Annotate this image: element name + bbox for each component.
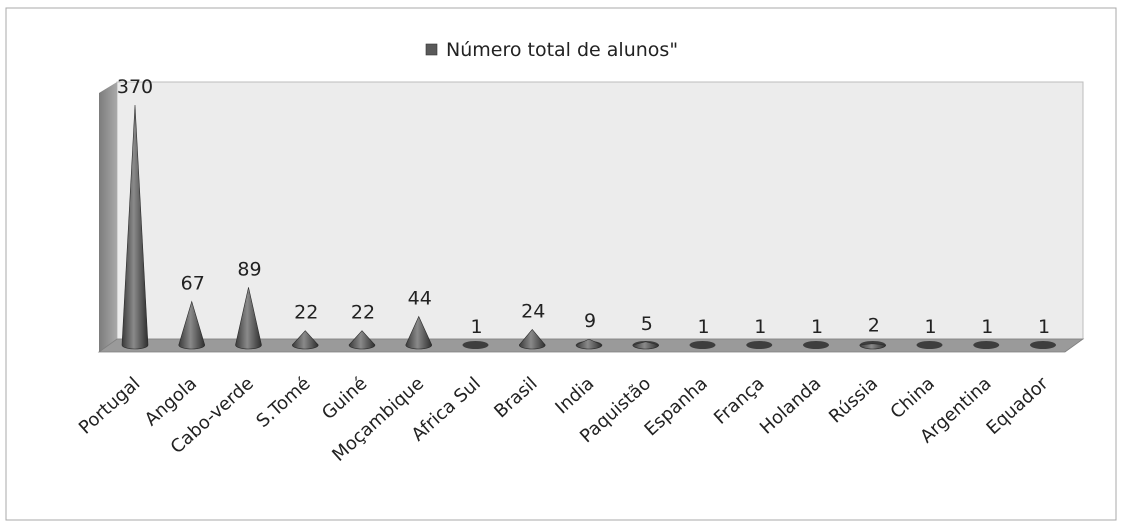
data-label: 24 [521, 300, 545, 322]
cone-4 [291, 330, 319, 350]
cone-body [859, 343, 887, 350]
data-label: 1 [470, 316, 482, 338]
cone-13 [803, 341, 829, 349]
cone-base [803, 341, 829, 349]
cone-11 [689, 341, 716, 349]
data-label: 1 [754, 316, 766, 338]
data-label: 1 [924, 316, 936, 338]
cone-5 [348, 330, 376, 350]
data-label: 9 [584, 310, 596, 332]
cone-1 [121, 104, 149, 350]
side-wall [99, 82, 117, 352]
legend-label: Número total de alunos" [446, 39, 678, 61]
cone-base [1030, 341, 1056, 349]
cone-body [291, 330, 319, 350]
legend-swatch [425, 43, 438, 56]
cone-3 [235, 287, 262, 350]
data-label: 89 [237, 258, 261, 280]
cone-10 [632, 341, 660, 350]
cone-14 [859, 341, 887, 350]
cone-body [632, 341, 660, 350]
cone-12 [746, 341, 773, 349]
data-label: 1 [981, 316, 993, 338]
data-label: 67 [181, 273, 205, 295]
cone-body [121, 104, 149, 350]
cone-base [689, 341, 716, 349]
cone-body [235, 287, 262, 350]
cone-7 [462, 341, 489, 349]
cone-base [916, 341, 943, 349]
cone-body [518, 328, 546, 350]
cone-6 [405, 315, 433, 350]
data-label: 2 [868, 315, 880, 337]
cone-body [348, 330, 376, 350]
cone-17 [1030, 341, 1056, 349]
data-label: 1 [1038, 316, 1050, 338]
cone-body [405, 315, 433, 350]
data-label: 1 [697, 316, 709, 338]
cone-base [462, 341, 489, 349]
back-wall [116, 81, 1084, 340]
cone-15 [916, 341, 943, 349]
cone-16 [973, 341, 1000, 349]
data-label: 22 [351, 302, 375, 324]
cone-base [973, 341, 1000, 349]
data-label: 22 [294, 302, 318, 324]
cone-body [178, 300, 206, 350]
data-label: 5 [641, 313, 653, 335]
cone-8 [518, 328, 546, 350]
data-label: 1 [811, 316, 823, 338]
legend: Número total de alunos" [425, 39, 678, 61]
data-label: 44 [408, 287, 432, 309]
cone-base [746, 341, 773, 349]
cone-9 [575, 338, 603, 350]
data-label: 370 [117, 76, 153, 98]
cone-2 [178, 300, 206, 350]
cone-body [575, 338, 603, 350]
